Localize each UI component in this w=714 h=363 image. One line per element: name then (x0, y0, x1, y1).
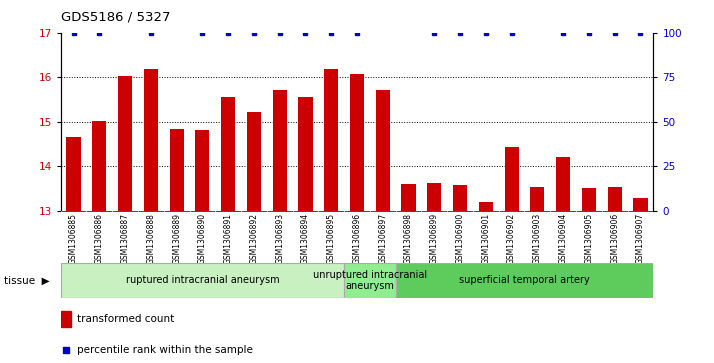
Bar (556, 157, 570, 211)
Bar (92, 121, 106, 211)
Text: GSM1306906: GSM1306906 (610, 213, 619, 264)
Text: GSM1306886: GSM1306886 (95, 213, 104, 264)
Bar (344, 263, 396, 298)
Text: GSM1306901: GSM1306901 (481, 213, 491, 264)
Bar (401, 184, 416, 211)
Bar (324, 69, 338, 211)
Bar (221, 97, 235, 211)
Bar (608, 187, 622, 211)
Bar (273, 90, 287, 211)
Text: GSM1306897: GSM1306897 (378, 213, 387, 264)
Text: percentile rank within the sample: percentile rank within the sample (77, 345, 253, 355)
Text: GSM1306893: GSM1306893 (275, 213, 284, 264)
Text: GSM1306891: GSM1306891 (223, 213, 233, 264)
Text: unruptured intracranial
aneurysm: unruptured intracranial aneurysm (313, 270, 427, 291)
Bar (298, 97, 313, 211)
Bar (479, 202, 493, 211)
Text: GSM1306885: GSM1306885 (69, 213, 78, 264)
Bar (505, 147, 518, 211)
Bar (427, 183, 441, 211)
Text: GSM1306904: GSM1306904 (558, 213, 568, 264)
Text: GSM1306888: GSM1306888 (146, 213, 156, 264)
Text: GSM1306905: GSM1306905 (584, 213, 593, 264)
Text: GSM1306907: GSM1306907 (636, 213, 645, 264)
Text: GSM1306899: GSM1306899 (430, 213, 439, 264)
Bar (531, 187, 545, 211)
Text: GSM1306889: GSM1306889 (172, 213, 181, 264)
Text: ruptured intracranial aneurysm: ruptured intracranial aneurysm (126, 276, 279, 285)
Text: superficial temporal artery: superficial temporal artery (459, 276, 590, 285)
Text: GSM1306896: GSM1306896 (353, 213, 361, 264)
Text: GSM1306898: GSM1306898 (404, 213, 413, 264)
Text: GSM1306900: GSM1306900 (456, 213, 465, 264)
Text: GSM1306887: GSM1306887 (121, 213, 130, 264)
Text: GSM1306894: GSM1306894 (301, 213, 310, 264)
Bar (396, 263, 653, 298)
Text: GSM1306895: GSM1306895 (327, 213, 336, 264)
Bar (169, 129, 183, 211)
Text: GSM1306892: GSM1306892 (249, 213, 258, 264)
Bar (61, 311, 71, 327)
Bar (61, 263, 344, 298)
Bar (196, 130, 209, 211)
Bar (118, 76, 132, 211)
Text: GSM1306902: GSM1306902 (507, 213, 516, 264)
Bar (453, 185, 467, 211)
Text: GDS5186 / 5327: GDS5186 / 5327 (61, 11, 170, 24)
Bar (376, 90, 390, 211)
Bar (582, 188, 596, 211)
Text: tissue  ▶: tissue ▶ (4, 276, 49, 285)
Bar (66, 137, 81, 211)
Bar (144, 69, 158, 211)
Text: transformed count: transformed count (77, 314, 174, 325)
Text: GSM1306890: GSM1306890 (198, 213, 207, 264)
Bar (247, 112, 261, 211)
Text: GSM1306903: GSM1306903 (533, 213, 542, 264)
Bar (633, 198, 648, 211)
Bar (350, 74, 364, 211)
